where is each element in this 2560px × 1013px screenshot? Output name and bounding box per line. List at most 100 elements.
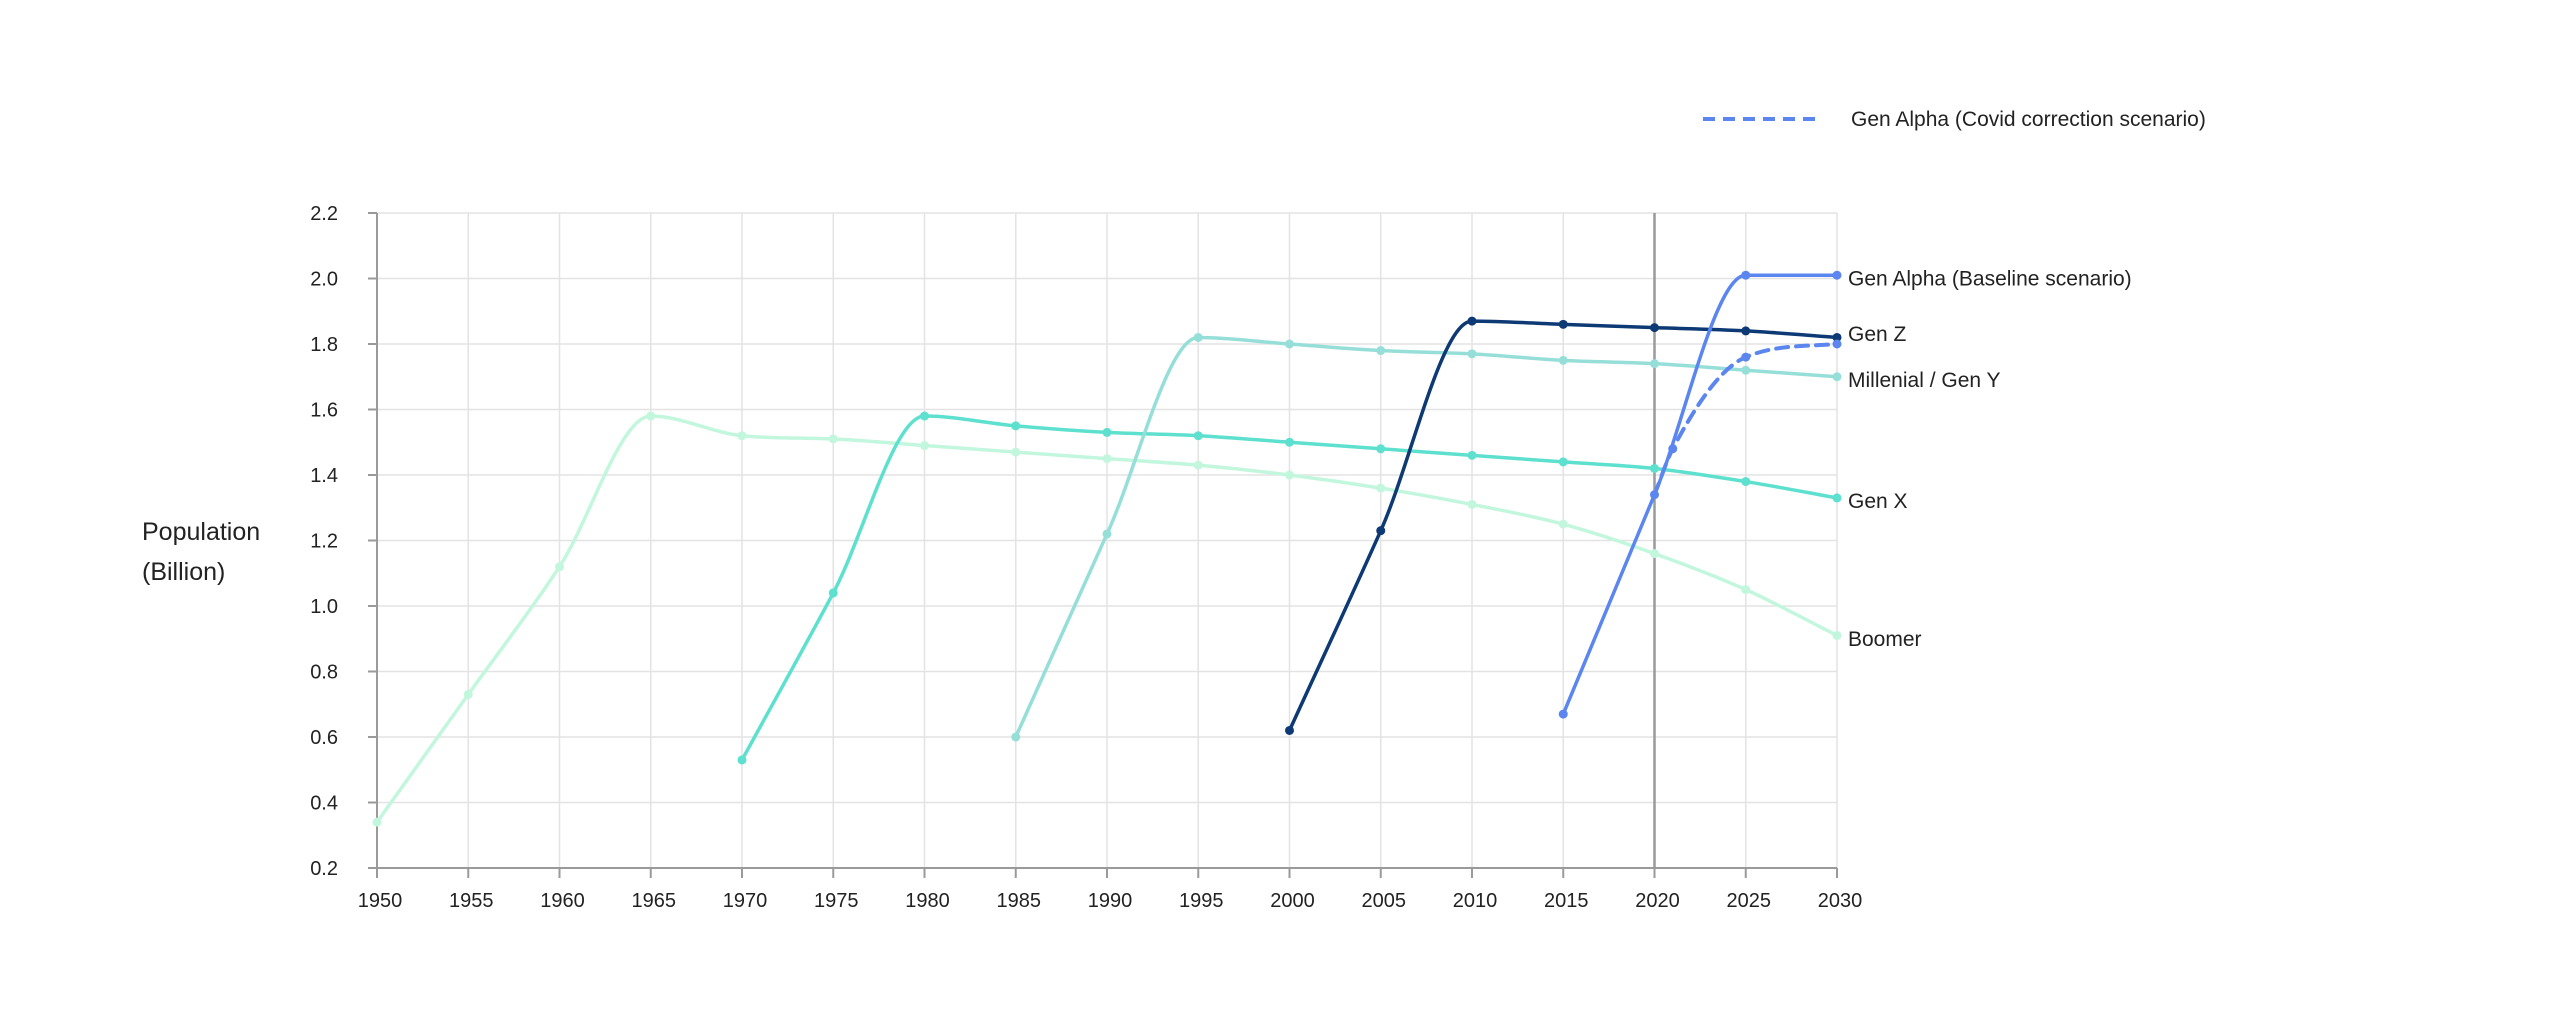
series-label-boomer: Boomer xyxy=(1848,628,1922,651)
y-tick-label: 2.2 xyxy=(310,203,338,225)
y-tick-label: 1.6 xyxy=(310,400,338,422)
data-point-gen-alpha-covid-correction-scenario xyxy=(1832,339,1842,349)
data-point-gen-x xyxy=(1102,427,1112,437)
y-tick-label: 1.2 xyxy=(310,531,338,553)
data-point-boomer xyxy=(1741,585,1751,595)
y-axis-title-line-2: (Billion) xyxy=(142,558,226,586)
data-point-boomer xyxy=(1102,454,1112,464)
data-point-boomer xyxy=(1193,460,1203,470)
data-point-millenial-gen-y xyxy=(1467,349,1477,359)
data-point-gen-x xyxy=(1650,463,1659,473)
data-point-boomer xyxy=(1467,499,1477,509)
data-point-millenial-gen-y xyxy=(1193,332,1203,342)
data-point-millenial-gen-y xyxy=(1558,355,1568,365)
data-point-gen-alpha-baseline-scenario xyxy=(1741,270,1751,280)
series-line-gen-z xyxy=(1287,319,1839,733)
x-tick-label: 1980 xyxy=(905,890,950,912)
y-tick-label: 0.4 xyxy=(310,793,338,815)
data-point-gen-x xyxy=(1832,493,1842,503)
data-point-boomer xyxy=(1832,630,1842,640)
axes: 0.2 0.4 0.6 0.8 1.0 1.2 1.4 1.6 1.8 2.0 2.2 1950 195… xyxy=(310,203,1862,912)
data-point-boomer xyxy=(372,817,382,827)
data-point-boomer xyxy=(555,562,564,572)
data-point-millenial-gen-y xyxy=(1741,365,1751,375)
series-label-gen-z: Gen Z xyxy=(1848,323,1907,346)
legend-label: Gen Alpha (Covid correction scenario) xyxy=(1851,108,2206,131)
y-tick-label: 0.8 xyxy=(310,662,338,684)
data-point-gen-x xyxy=(1376,444,1386,454)
data-point-gen-z xyxy=(1558,319,1568,329)
data-point-gen-z xyxy=(1650,323,1659,333)
y-tick-label: 1.8 xyxy=(310,334,338,356)
series-label-gen-x: Gen X xyxy=(1848,490,1908,513)
x-tick-label: 1970 xyxy=(723,890,768,912)
x-tick-label: 2020 xyxy=(1635,890,1680,912)
x-tick-label: 1950 xyxy=(358,890,403,912)
data-point-gen-z xyxy=(1741,326,1751,336)
data-point-gen-x xyxy=(1285,437,1294,447)
data-point-boomer xyxy=(737,431,747,441)
data-point-boomer xyxy=(463,689,473,699)
series-lines xyxy=(372,270,1842,827)
y-tick-label: 1.0 xyxy=(310,596,338,618)
data-point-gen-z xyxy=(1832,332,1842,342)
series-gen-alpha-covid-correction-scenario xyxy=(1652,339,1842,497)
x-tick-label: 1990 xyxy=(1088,890,1133,912)
x-tick-label: 1955 xyxy=(449,890,494,912)
y-tick-label: 2.0 xyxy=(310,269,338,291)
x-tick-label: 1995 xyxy=(1179,890,1224,912)
series-label-gen-alpha-baseline-scenario: Gen Alpha (Baseline scenario) xyxy=(1848,268,2132,291)
data-point-gen-x xyxy=(1011,421,1021,431)
data-point-boomer xyxy=(1558,519,1568,529)
data-point-boomer xyxy=(828,434,838,444)
data-point-gen-x xyxy=(920,411,929,421)
data-point-boomer xyxy=(646,411,656,421)
series-gen-alpha-baseline-scenario xyxy=(1558,270,1842,719)
data-point-millenial-gen-y xyxy=(1650,359,1659,369)
x-tick-label: 1960 xyxy=(540,890,585,912)
series-line-boomer xyxy=(375,414,1839,824)
data-point-gen-x xyxy=(1741,477,1751,487)
data-point-boomer xyxy=(920,441,929,451)
y-tick-label: 0.2 xyxy=(310,858,338,880)
data-point-gen-alpha-covid-correction-scenario xyxy=(1741,352,1751,362)
data-point-gen-alpha-baseline-scenario xyxy=(1832,270,1842,280)
data-point-boomer xyxy=(1011,447,1021,457)
x-tick-label: 2015 xyxy=(1544,890,1589,912)
series-millenial-gen-y xyxy=(1011,332,1842,742)
x-tick-label: 1965 xyxy=(632,890,677,912)
x-tick-label: 2000 xyxy=(1270,890,1315,912)
series-line-gen-alpha-covid-correction-scenario xyxy=(1652,342,1839,497)
x-tick-label: 1975 xyxy=(814,890,859,912)
y-tick-label: 1.4 xyxy=(310,465,338,487)
data-point-boomer xyxy=(1285,470,1294,480)
data-point-gen-x xyxy=(1558,457,1568,467)
data-point-boomer xyxy=(1376,483,1386,493)
y-tick-label: 0.6 xyxy=(310,727,338,749)
data-point-millenial-gen-y xyxy=(1285,339,1294,349)
x-tick-label: 2030 xyxy=(1818,890,1863,912)
data-point-gen-alpha-baseline-scenario xyxy=(1558,709,1568,719)
series-boomer xyxy=(372,411,1842,827)
data-point-millenial-gen-y xyxy=(1011,732,1021,742)
data-point-millenial-gen-y xyxy=(1102,529,1112,539)
data-point-gen-alpha-covid-correction-scenario xyxy=(1668,444,1678,454)
data-point-gen-x xyxy=(737,755,747,765)
y-axis-title-line-1: Population xyxy=(142,518,261,546)
data-point-gen-x xyxy=(1467,450,1477,460)
legend-item: Gen Alpha (Covid correction scenario) xyxy=(1703,108,2206,131)
legend: Gen Alpha (Covid correction scenario) xyxy=(1703,108,2206,131)
x-tick-label: 1985 xyxy=(997,890,1042,912)
data-point-boomer xyxy=(1650,549,1659,559)
series-labels: Gen Alpha (Baseline scenario) Gen Z Millen… xyxy=(1848,268,2132,651)
series-gen-x xyxy=(737,411,1842,765)
data-point-millenial-gen-y xyxy=(1832,372,1842,382)
x-tick-label: 2025 xyxy=(1727,890,1772,912)
series-gen-z xyxy=(1285,316,1842,735)
y-axis-title: Population (Billion) xyxy=(142,512,260,592)
data-point-gen-z xyxy=(1376,526,1386,536)
data-point-gen-z xyxy=(1285,725,1294,735)
series-line-gen-x xyxy=(740,414,1839,762)
series-line-gen-alpha-baseline-scenario xyxy=(1561,273,1839,716)
